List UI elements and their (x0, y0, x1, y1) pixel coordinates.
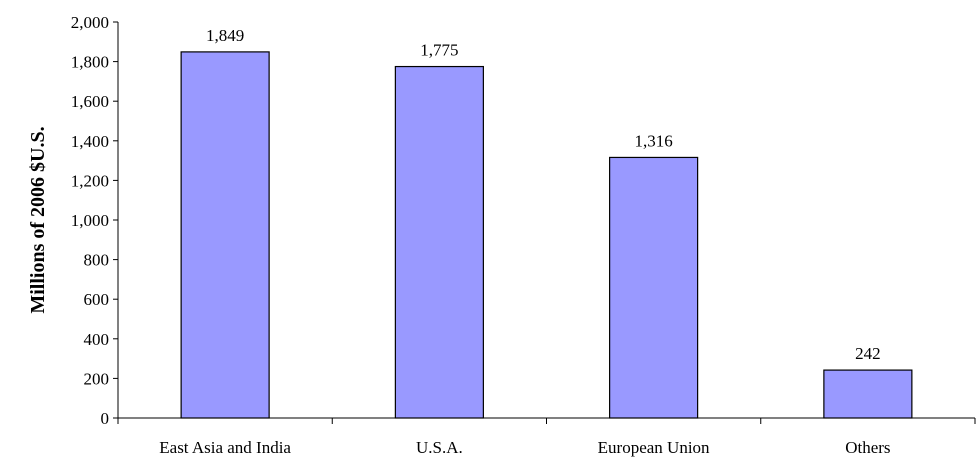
y-tick-label: 1,400 (71, 132, 109, 151)
y-tick-label: 2,000 (71, 13, 109, 32)
y-tick-label: 1,800 (71, 53, 109, 72)
y-axis-ticks: 0 200 400 600 800 1,000 1,200 1,400 1,600 1,800 2,… (71, 13, 118, 428)
data-label: 1,775 (420, 41, 458, 60)
y-tick-label: 0 (101, 409, 110, 428)
y-tick-label: 1,000 (71, 211, 109, 230)
bar-1 (180, 51, 270, 419)
bar-4 (823, 369, 913, 419)
y-tick-label: 800 (84, 251, 110, 270)
x-category-label: East Asia and India (159, 438, 291, 457)
data-labels: 1,849 1,775 1,316 242 (206, 26, 881, 363)
bars (180, 51, 913, 419)
bar-3 (609, 156, 699, 419)
x-category-label: Others (845, 438, 890, 457)
y-tick-label: 200 (84, 369, 110, 388)
y-tick-label: 1,600 (71, 92, 109, 111)
x-axis-ticks: East Asia and India U.S.A. European Union O… (117, 418, 976, 457)
data-label: 242 (855, 344, 881, 363)
y-tick-label: 1,200 (71, 171, 109, 190)
x-category-label: European Union (598, 438, 710, 457)
y-tick-label: 400 (84, 330, 110, 349)
bar-2 (394, 65, 484, 419)
data-label: 1,849 (206, 26, 244, 45)
y-axis-title: Millions of 2006 $U.S. (27, 126, 49, 313)
y-tick-label: 600 (84, 290, 110, 309)
x-category-label: U.S.A. (416, 438, 463, 457)
data-label: 1,316 (635, 131, 673, 150)
